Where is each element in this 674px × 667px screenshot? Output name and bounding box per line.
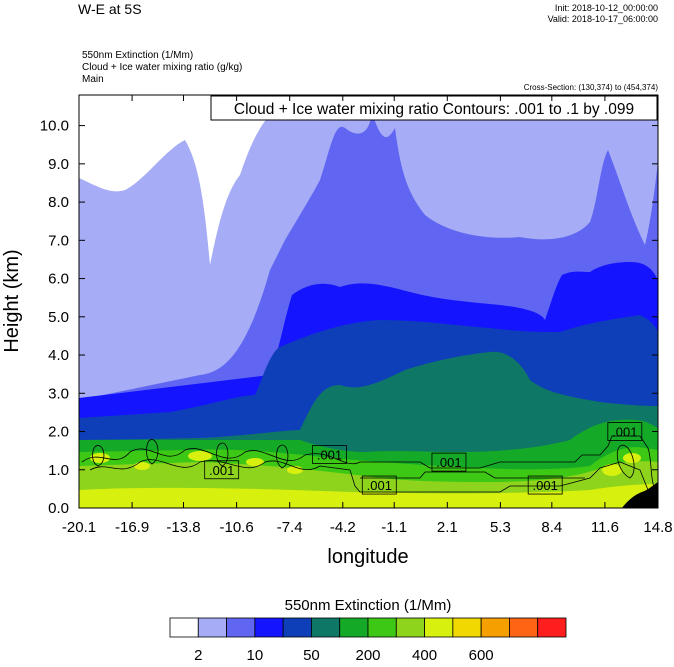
x-tick-label: -10.6 [220, 519, 254, 536]
x-tick-label: -7.4 [277, 519, 303, 536]
contour-info-box: Cloud + Ice water mixing ratio Contours:… [210, 95, 658, 121]
colorbar-tick-label: 2 [194, 647, 202, 664]
contour-label: .001 [612, 425, 637, 440]
plot-area: .001 .001 .001 .001 .001 .001 [79, 95, 658, 508]
extinction-band-yellow [79, 484, 658, 508]
y-tick-label: 1.0 [48, 462, 69, 479]
contour-label-box [312, 445, 347, 464]
contour-label: .001 [436, 455, 461, 470]
colorbar-tick-label: 400 [412, 647, 437, 664]
colorbar-swatch [339, 617, 369, 638]
extinction-speckle-group [90, 451, 641, 476]
init-time: Init: 2018-10-12_00:00:00 [554, 3, 658, 13]
field-label-extinction: 550nm Extinction (1/Mm) [82, 50, 194, 61]
y-tick-label: 10.0 [40, 118, 69, 135]
colorbar-swatch [480, 617, 510, 638]
x-tick-label: 8.4 [541, 519, 562, 536]
contour-label: .001 [317, 447, 342, 462]
contour-label: .001 [367, 478, 392, 493]
colorbar-tick-label: 200 [355, 647, 380, 664]
y-tick-label: 9.0 [48, 156, 69, 173]
x-tick-label: 2.1 [437, 519, 458, 536]
x-axis: -20.1 -16.9 -13.8 -10.6 -7.4 -4.2 -1.1 2.1 5.3 8.… [62, 95, 673, 536]
chart-title: W-E at 5S [78, 1, 142, 17]
y-axis: 0.0 1.0 2.0 3.0 4.0 5.0 6.0 7.0 8.0 9.0 10.0 [40, 118, 658, 517]
colorbar-swatch [367, 617, 397, 638]
contour-line-scattered [92, 439, 635, 479]
x-tick-label: -4.2 [330, 519, 356, 536]
colorbar-swatch [254, 617, 284, 638]
contour-label-box [527, 475, 563, 495]
colorbar-tick-label: 600 [469, 647, 494, 664]
colorbar [169, 617, 567, 638]
x-axis-label: longitude [327, 546, 408, 568]
colorbar-tick-label: 10 [247, 647, 264, 664]
y-tick-label: 8.0 [48, 194, 69, 211]
contour-line-low-layer [81, 435, 656, 491]
x-tick-label: 5.3 [490, 519, 511, 536]
x-tick-label: -1.1 [381, 519, 407, 536]
contour-label-group: .001 .001 .001 .001 .001 .001 [204, 422, 643, 495]
y-tick-label: 7.0 [48, 232, 69, 249]
field-label-cloud-ice: Cloud + Ice water mixing ratio (g/kg) [82, 62, 243, 73]
cross-section-label: Cross-Section: (130,374) to (454,374) [523, 83, 658, 92]
valid-time: Valid: 2018-10-17_06:00:00 [547, 14, 658, 24]
x-tick-label: 11.6 [591, 519, 619, 536]
field-label-main: Main [82, 74, 104, 85]
contour-info-text: Cloud + Ice water mixing ratio Contours:… [234, 101, 634, 118]
contour-line-core [360, 471, 585, 479]
y-tick-label: 6.0 [48, 271, 69, 288]
contour-line-inner-layer [89, 459, 649, 493]
contour-info-frame [210, 95, 658, 121]
y-tick-label: 5.0 [48, 309, 69, 326]
x-tick-label: -16.9 [115, 519, 149, 536]
y-tick-label: 0.0 [48, 500, 69, 517]
colorbar-swatch [424, 617, 454, 638]
colorbar-swatch [395, 617, 425, 638]
x-tick-label: -20.1 [62, 519, 96, 536]
y-tick-label: 3.0 [48, 385, 69, 402]
plot-frame [78, 94, 659, 509]
x-tick-label: -13.8 [166, 519, 200, 536]
contour-label-box [431, 452, 467, 472]
colorbar-swatch [226, 617, 256, 638]
contour-label: .001 [533, 478, 558, 493]
colorbar-swatch [169, 617, 199, 638]
contour-label-box [361, 475, 397, 495]
colorbar-swatch [282, 617, 312, 638]
y-axis-label: Height (km) [1, 249, 23, 352]
cloud-contours [81, 435, 656, 493]
colorbar-swatch [197, 617, 227, 638]
colorbar-swatch [452, 617, 482, 638]
contour-label: .001 [209, 463, 234, 478]
colorbar-labels: 2 10 50 200 400 600 [194, 647, 494, 664]
terrain-mask [622, 482, 658, 508]
colorbar-title: 550nm Extinction (1/Mm) [285, 597, 452, 614]
y-tick-label: 4.0 [48, 347, 69, 364]
contour-label-box [607, 422, 643, 441]
y-tick-label: 2.0 [48, 424, 69, 441]
x-tick-label: 14.8 [643, 519, 672, 536]
contour-label-box [204, 460, 240, 480]
colorbar-tick-label: 50 [303, 647, 320, 664]
colorbar-swatch [509, 617, 539, 638]
colorbar-swatch [311, 617, 341, 638]
colorbar-swatch [537, 617, 567, 638]
